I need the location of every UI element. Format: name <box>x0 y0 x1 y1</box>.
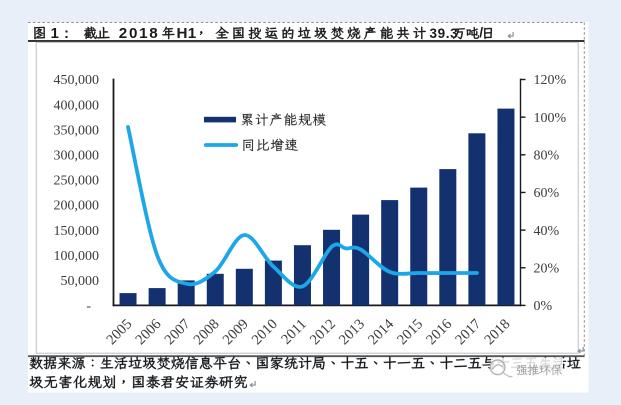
svg-text:/: / <box>479 24 483 40</box>
svg-text:80%: 80% <box>534 149 560 164</box>
svg-text:100,000: 100,000 <box>54 249 100 264</box>
svg-text:40%: 40% <box>534 224 560 239</box>
svg-text:100%: 100% <box>534 111 567 126</box>
svg-text:250,000: 250,000 <box>54 174 100 189</box>
svg-text:2018: 2018 <box>119 25 160 42</box>
svg-text:H1: H1 <box>177 25 197 42</box>
svg-text:350,000: 350,000 <box>54 123 100 138</box>
svg-text:60%: 60% <box>534 186 560 201</box>
svg-text::: : <box>64 25 69 42</box>
svg-text:-: - <box>86 299 91 314</box>
svg-text:39.3: 39.3 <box>430 26 459 41</box>
svg-text:200,000: 200,000 <box>54 199 100 214</box>
svg-text:0%: 0% <box>534 299 553 314</box>
svg-text:450,000: 450,000 <box>54 73 100 88</box>
svg-text:50,000: 50,000 <box>61 274 100 289</box>
svg-text:400,000: 400,000 <box>54 98 100 113</box>
svg-text:150,000: 150,000 <box>54 224 100 239</box>
svg-text:20%: 20% <box>534 261 560 276</box>
svg-text:120%: 120% <box>534 73 567 88</box>
svg-text:300,000: 300,000 <box>54 149 100 164</box>
svg-text:1: 1 <box>51 25 59 42</box>
